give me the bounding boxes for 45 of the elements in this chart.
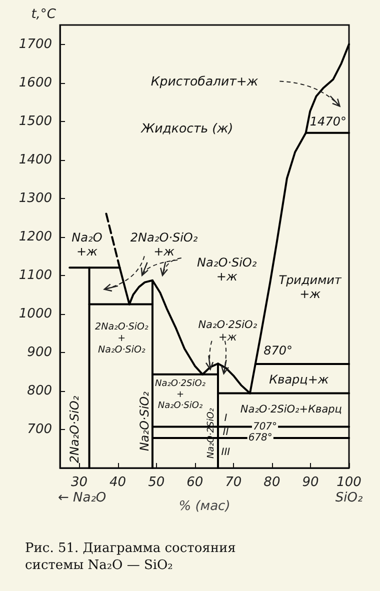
- y-tick-label: 1500: [18, 114, 52, 129]
- x-tick-label: 90: [302, 475, 319, 490]
- y-tick-label: 1200: [18, 229, 52, 244]
- annotation: III: [221, 447, 230, 458]
- annotation: Na₂O +ж: [72, 230, 102, 259]
- x-axis-title: % (мас): [178, 499, 230, 514]
- y-tick-label: 1700: [18, 36, 52, 52]
- annotation: 707°: [252, 421, 278, 432]
- text: Рис. 51. Диаграмма состояния системы Na₂O — SiO₂: [25, 541, 240, 573]
- annotation: 1470°: [310, 114, 346, 128]
- text: ← Na₂O: [58, 490, 106, 506]
- x-tick-label: 60: [186, 475, 204, 490]
- x-tick-label: 50: [148, 475, 165, 490]
- annotation: Na₂O·SiO₂ +ж: [197, 256, 257, 284]
- annotation: 870°: [264, 344, 293, 358]
- x-tick-label: 100: [336, 475, 362, 490]
- y-tick-label: 1100: [18, 268, 52, 283]
- y-tick-label: 1600: [18, 75, 52, 90]
- annotation: 2Na₂O·SiO₂: [68, 396, 82, 464]
- x-tick-label: 70: [225, 475, 242, 490]
- annotation: Na₂O·SiO₂: [137, 391, 152, 452]
- annotation: Кварц+ж: [269, 372, 329, 386]
- x-tick-label: 40: [110, 475, 126, 490]
- x-tick-label: 30: [70, 475, 88, 490]
- annotation: Na₂O·2SiO₂: [206, 408, 216, 459]
- y-axis-title: t,°C: [31, 7, 57, 22]
- text: SiO₂: [335, 490, 363, 506]
- annotation: I: [224, 413, 228, 424]
- annotation: Тридимит +ж: [278, 272, 342, 301]
- y-tick-label: 800: [27, 383, 52, 398]
- y-tick-label: 1000: [18, 306, 52, 322]
- y-tick-label: 700: [27, 422, 52, 437]
- x-tick-label: 80: [264, 475, 280, 490]
- annotation: II: [222, 427, 229, 438]
- y-tick-label: 900: [27, 344, 52, 360]
- y-tick-label: 1300: [18, 190, 52, 206]
- annotation: Na₂O·2SiO₂ +ж: [198, 319, 258, 344]
- annotation: Кристобалит+ж: [150, 74, 259, 89]
- annotation: Na₂O·2SiO₂ + Na₂O·SiO₂: [155, 378, 206, 411]
- annotation: 2Na₂O·SiO₂ + Na₂O·SiO₂: [95, 322, 148, 356]
- annotation: Жидкость (ж): [140, 120, 234, 136]
- annotation: 678°: [248, 432, 272, 444]
- annotation: Na₂O·2SiO₂+Кварц: [240, 403, 342, 416]
- y-tick-label: 1400: [18, 152, 52, 168]
- annotation: 2Na₂O·SiO₂ +ж: [130, 230, 198, 259]
